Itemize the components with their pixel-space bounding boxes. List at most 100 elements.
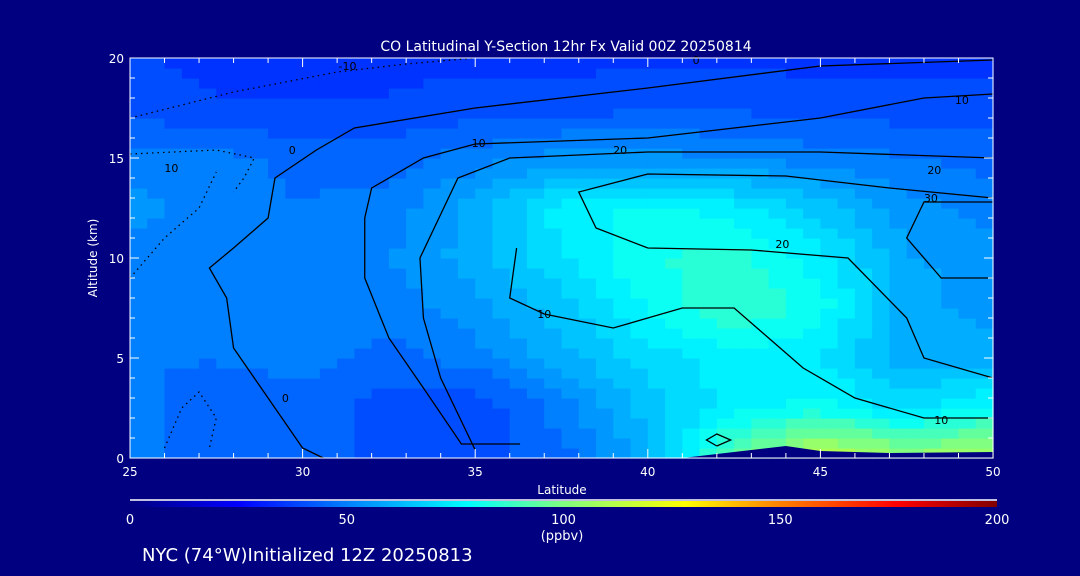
heatmap-cell (147, 358, 166, 369)
heatmap-cell (751, 378, 770, 389)
heatmap-cell (337, 358, 355, 369)
heatmap-cell (716, 148, 735, 159)
heatmap-cell (319, 228, 338, 239)
heatmap-cell (406, 128, 425, 139)
heatmap-cell (285, 428, 304, 439)
heatmap-cell (803, 78, 821, 89)
heatmap-cell (233, 188, 252, 199)
heatmap-cell (199, 228, 217, 239)
heatmap-cell (716, 188, 735, 199)
heatmap-cell (958, 288, 977, 299)
heatmap-cell (337, 218, 355, 229)
heatmap-cell (371, 308, 390, 319)
heatmap-cell (388, 318, 407, 329)
heatmap-cell (388, 308, 407, 319)
colorbar: 0 50 100 150 200 (126, 499, 1009, 528)
heatmap-cell (509, 158, 528, 169)
heatmap-cell (941, 58, 960, 69)
heatmap-cell (147, 178, 166, 189)
heatmap-cell (699, 258, 718, 269)
heatmap-cell (164, 98, 183, 109)
heatmap-cell (785, 338, 804, 349)
heatmap-cell (130, 408, 148, 419)
heatmap-cell (199, 138, 217, 149)
heatmap-cell (354, 158, 373, 169)
heatmap-cell (475, 388, 494, 399)
heatmap-cell (337, 308, 355, 319)
heatmap-cell (354, 118, 373, 129)
heatmap-cell (699, 318, 718, 329)
heatmap-cell (440, 388, 459, 399)
heatmap-cell (768, 68, 787, 79)
heatmap-cell (768, 78, 787, 89)
heatmap-cell (716, 268, 735, 279)
contour-line (163, 391, 217, 449)
heatmap-cell (544, 108, 563, 119)
heatmap-cell (820, 298, 839, 309)
heatmap-cell (941, 288, 960, 299)
heatmap-cell (423, 178, 442, 189)
heatmap-cell (319, 348, 338, 359)
heatmap-cell (475, 188, 494, 199)
heatmap-cell (302, 308, 321, 319)
heatmap-cell (285, 388, 304, 399)
heatmap-cell (872, 368, 891, 379)
heatmap-cell (889, 268, 908, 279)
heatmap-cell (544, 308, 563, 319)
heatmap-cell (785, 198, 804, 209)
heatmap-cell (975, 208, 994, 219)
heatmap-cell (682, 248, 701, 259)
heatmap-cell (906, 258, 925, 269)
terrain-mask (682, 446, 993, 458)
heatmap-cell (440, 88, 459, 99)
heatmap-cell (613, 108, 632, 119)
heatmap-cell (941, 368, 960, 379)
heatmap-cell (250, 368, 269, 379)
heatmap-cell (233, 308, 252, 319)
heatmap-cell (147, 308, 166, 319)
heatmap-cell (613, 348, 632, 359)
heatmap-cell (526, 218, 545, 229)
heatmap-cell (319, 338, 338, 349)
heatmap-cell (578, 208, 597, 219)
heatmap-cell (164, 68, 183, 79)
heatmap-cell (734, 58, 752, 69)
heatmap-cell (578, 128, 597, 139)
heatmap-cell (647, 188, 666, 199)
heatmap-cell (388, 438, 407, 449)
heatmap-cell (785, 188, 804, 199)
y-tick-label: 5 (116, 352, 124, 366)
heatmap-cell (302, 238, 321, 249)
heatmap-cell (285, 98, 304, 109)
heatmap-cell (164, 178, 183, 189)
heatmap-cell (768, 58, 787, 69)
heatmap-cell (199, 148, 217, 159)
heatmap-cell (751, 388, 770, 399)
heatmap-cell (630, 388, 649, 399)
contour-line (905, 201, 993, 279)
heatmap-cell (233, 418, 252, 429)
heatmap-cell (854, 218, 873, 229)
heatmap-cell (872, 178, 891, 189)
heatmap-cell (544, 238, 563, 249)
heatmap-cell (647, 268, 666, 279)
heatmap-cell (354, 308, 373, 319)
heatmap-cell (889, 418, 908, 429)
heatmap-cell (216, 228, 235, 239)
heatmap-cell (354, 448, 373, 459)
heatmap-cell (526, 308, 545, 319)
heatmap-cell (872, 118, 891, 129)
heatmap-cell (854, 188, 873, 199)
heatmap-cell (699, 328, 718, 339)
heatmap-cell (785, 298, 804, 309)
heatmap-cell (164, 238, 183, 249)
heatmap-cell (872, 388, 891, 399)
heatmap-cell (268, 248, 286, 259)
heatmap-cell (423, 188, 442, 199)
heatmap-cell (268, 168, 286, 179)
heatmap-cell (647, 288, 666, 299)
heatmap-cell (665, 258, 683, 269)
heatmap-cell (250, 208, 269, 219)
heatmap-cell (302, 358, 321, 369)
